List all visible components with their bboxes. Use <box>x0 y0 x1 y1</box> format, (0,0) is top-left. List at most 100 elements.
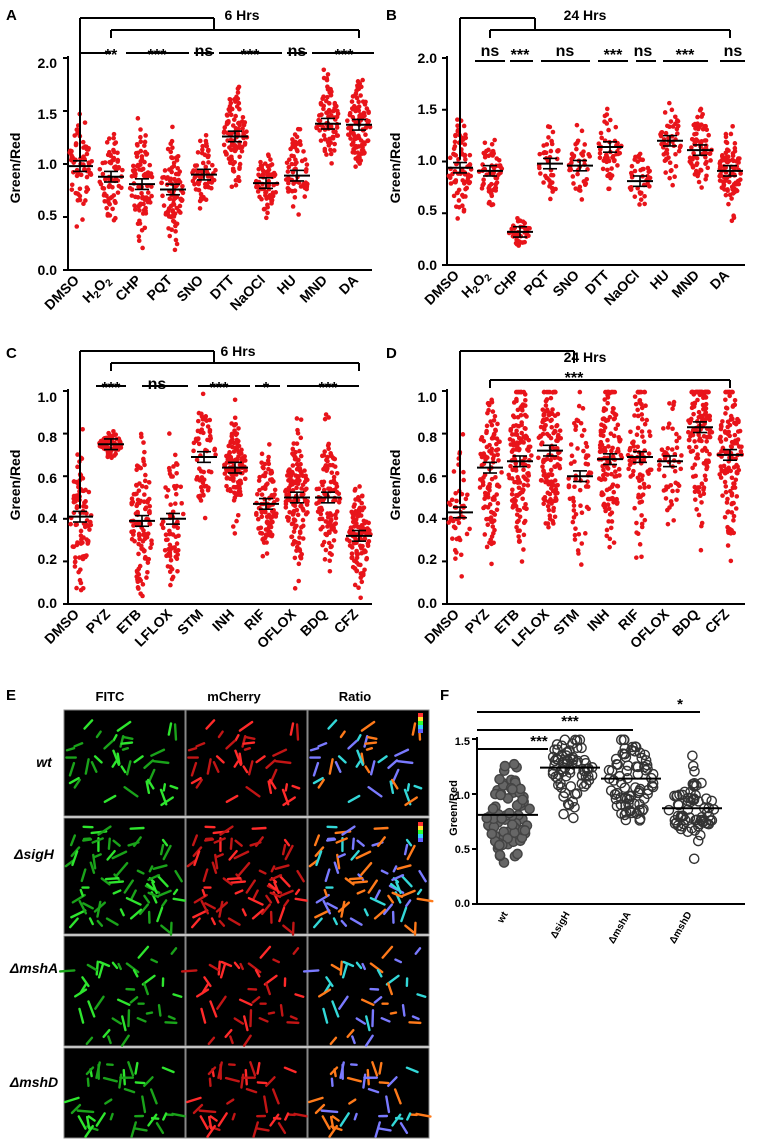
panel-c-point <box>68 521 73 527</box>
panel-c-point <box>347 529 352 535</box>
panel-c-point <box>242 476 248 482</box>
panel-a-point <box>69 187 75 192</box>
panel-b-point <box>465 176 471 181</box>
panel-c-ytick: 0.2 <box>38 551 58 567</box>
bacterium-cell <box>171 1112 188 1118</box>
bacterium-cell <box>146 882 155 891</box>
panel-b-point <box>481 150 487 156</box>
panel-d-point <box>602 397 608 402</box>
panel-c-point <box>236 443 242 449</box>
bacterium-cell <box>102 1028 111 1039</box>
panel-a-point <box>231 169 237 174</box>
bacterium-cell <box>238 998 253 1006</box>
panel-d-point <box>603 508 608 514</box>
bacterium-cell <box>292 947 300 955</box>
panel-a-point <box>292 188 298 194</box>
bacterium-cell <box>170 947 178 955</box>
panel-c-point <box>319 516 325 522</box>
bacterium-cell <box>365 746 374 751</box>
panel-d-point <box>585 479 590 484</box>
panel-d-point <box>489 561 494 567</box>
panel-c-point <box>300 491 306 497</box>
panel-d-point <box>538 424 544 430</box>
panel-a-point <box>110 184 115 190</box>
bacterium-cell <box>127 1009 131 1028</box>
panel-c-point <box>175 519 180 525</box>
panel-a-point <box>205 153 211 158</box>
bacterium-cell <box>322 1007 329 1024</box>
panel-d-point <box>545 503 551 509</box>
panel-d-point <box>509 498 515 503</box>
bacterium-cell <box>162 844 172 861</box>
panel-c-point <box>236 449 241 455</box>
panel-c-point <box>76 569 81 575</box>
bacterium-cell <box>208 963 220 972</box>
panel-b-point <box>486 147 491 153</box>
bacterium-cell <box>116 861 129 876</box>
ratio-colour-scale <box>418 729 423 733</box>
panel-f-point <box>605 785 617 796</box>
panel-a-point <box>84 151 90 157</box>
bacterium-cell <box>247 760 254 776</box>
bacterium-cell <box>107 1035 112 1045</box>
bacterium-cell <box>283 899 290 908</box>
panel-a-point <box>301 149 306 154</box>
panel-a-point <box>364 106 370 111</box>
bacterium-cell <box>134 1081 146 1085</box>
panel-f-point <box>689 766 700 777</box>
panel-f-point <box>634 815 646 826</box>
bacterium-cell <box>309 747 320 752</box>
bacterium-cell <box>313 834 321 847</box>
panel-f-point <box>552 754 564 765</box>
panel-c-point <box>256 526 261 531</box>
panel-f-point <box>569 788 581 800</box>
panel-f-point <box>551 739 563 750</box>
panel-d-point <box>494 483 500 488</box>
panel-d-point <box>639 477 645 482</box>
bacterium-cell <box>200 1007 207 1024</box>
panel-a-point <box>257 194 262 200</box>
panel-c-point <box>264 540 269 545</box>
panel-c-point <box>197 466 202 472</box>
panel-a-point <box>318 138 324 143</box>
panel-b-point <box>527 226 532 231</box>
panel-b-point <box>738 171 743 176</box>
panel-a-point <box>134 154 140 159</box>
panel-c-point <box>169 576 175 582</box>
panel-d-point <box>693 389 699 395</box>
panel-b-point <box>549 141 555 147</box>
panel-d-point <box>572 537 578 542</box>
panel-b-point <box>514 241 520 247</box>
panel-c-point <box>323 531 328 537</box>
panel-d-point <box>459 574 464 579</box>
panel-c-point <box>349 551 355 556</box>
panel-d-point <box>610 445 615 451</box>
panel-a-point <box>363 132 368 138</box>
panel-c-point <box>135 579 141 585</box>
panel-d-point <box>575 548 581 553</box>
bacterium-cell <box>155 1122 165 1135</box>
bacterium-cell <box>81 976 90 988</box>
panel-b-point <box>451 146 457 152</box>
bacterium-cell <box>245 879 256 894</box>
panel-c-point <box>327 530 332 535</box>
bacterium-cell <box>205 719 216 730</box>
bacterium-cell <box>111 760 118 768</box>
panel-f-point <box>634 747 646 759</box>
panel-f-sig-label: *** <box>561 713 579 730</box>
panel-c-point <box>323 547 329 553</box>
panel-d-point <box>598 429 604 435</box>
bacterium-cell <box>328 758 334 775</box>
panel-c-point <box>297 530 303 536</box>
panel-c-point <box>292 555 298 561</box>
panel-d-point <box>543 408 549 414</box>
panel-c-point <box>234 518 239 524</box>
ratio-colour-scale <box>418 834 423 838</box>
bacterium-cell <box>413 784 423 790</box>
bacterium-cell <box>405 1066 419 1074</box>
bacterium-cell <box>363 734 369 748</box>
panel-c-point <box>135 512 140 518</box>
panel-b-point <box>574 146 579 152</box>
panel-d-point <box>614 483 620 489</box>
panel-c-point <box>355 551 361 557</box>
